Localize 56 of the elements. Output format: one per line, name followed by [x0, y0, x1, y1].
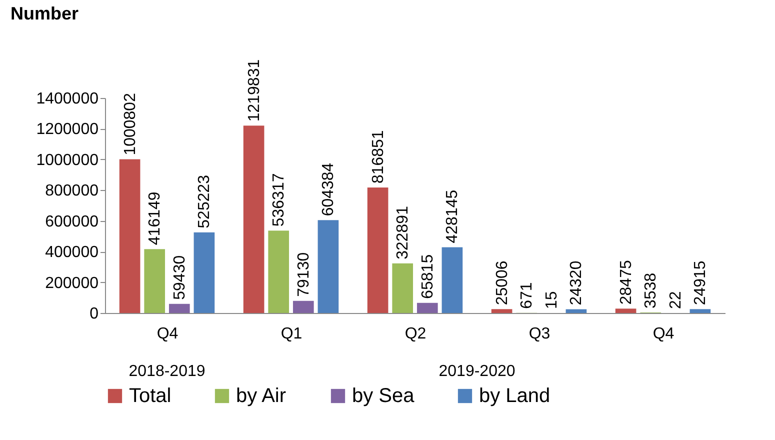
data-label: 671 [518, 282, 536, 309]
bar [168, 304, 190, 313]
data-label: 28475 [618, 260, 635, 305]
bar [367, 188, 388, 313]
bar [566, 309, 587, 313]
y-tick-label: 600000 [45, 213, 99, 230]
data-label: 416149 [146, 192, 164, 246]
x-tick-label: Q4 [156, 326, 178, 342]
y-axis-title: Number [10, 4, 79, 24]
bar [416, 302, 438, 313]
data-label: 1000802 [122, 92, 139, 156]
data-label: 15 [543, 291, 560, 309]
data-label: 22 [667, 291, 684, 309]
data-label: 1219831 [246, 59, 263, 122]
data-label: 604384 [320, 162, 338, 216]
y-tick-label: 400000 [45, 244, 99, 262]
bar [491, 309, 512, 313]
legend-label: by Land [479, 385, 550, 407]
bar [194, 232, 215, 313]
y-tick-label: 0 [90, 306, 99, 322]
data-label: 25006 [494, 260, 511, 306]
data-label: 3538 [642, 272, 660, 308]
x-tick-label: Q3 [528, 326, 550, 342]
x-tick-label: Q4 [652, 326, 674, 342]
y-tick-label: 200000 [45, 274, 99, 292]
data-label: 59430 [171, 255, 188, 300]
legend-label: by Air [236, 385, 286, 407]
y-tick-label: 1200000 [36, 121, 99, 138]
text: 2018-2019 [128, 363, 206, 380]
data-label: 322891 [394, 206, 412, 260]
data-label: 816851 [370, 130, 387, 184]
data-label: 65815 [419, 254, 436, 299]
bar [119, 159, 140, 313]
x-tick-label: Q2 [404, 326, 426, 342]
y-tick-label: 1000000 [36, 152, 99, 169]
bar [144, 249, 166, 313]
data-label: 24915 [692, 260, 710, 306]
text: 2019-2020 [438, 363, 516, 380]
bar [442, 247, 463, 313]
y-tick-label: 1400000 [36, 90, 99, 108]
bar [690, 309, 711, 313]
data-label: 536317 [270, 173, 288, 227]
data-label: 525223 [196, 174, 214, 228]
legend-label: Total [129, 385, 172, 407]
bar [615, 308, 636, 313]
y-tick-label: 800000 [45, 182, 99, 200]
bar [292, 300, 314, 313]
bar [243, 126, 264, 313]
legend-label: by Sea [352, 385, 416, 407]
data-label: 79130 [295, 252, 312, 297]
x-tick-label: Q1 [280, 326, 302, 342]
bar [318, 220, 339, 313]
data-label: 24320 [568, 260, 586, 306]
bar [392, 263, 414, 313]
bar [268, 230, 290, 313]
data-label: 428145 [444, 190, 462, 244]
